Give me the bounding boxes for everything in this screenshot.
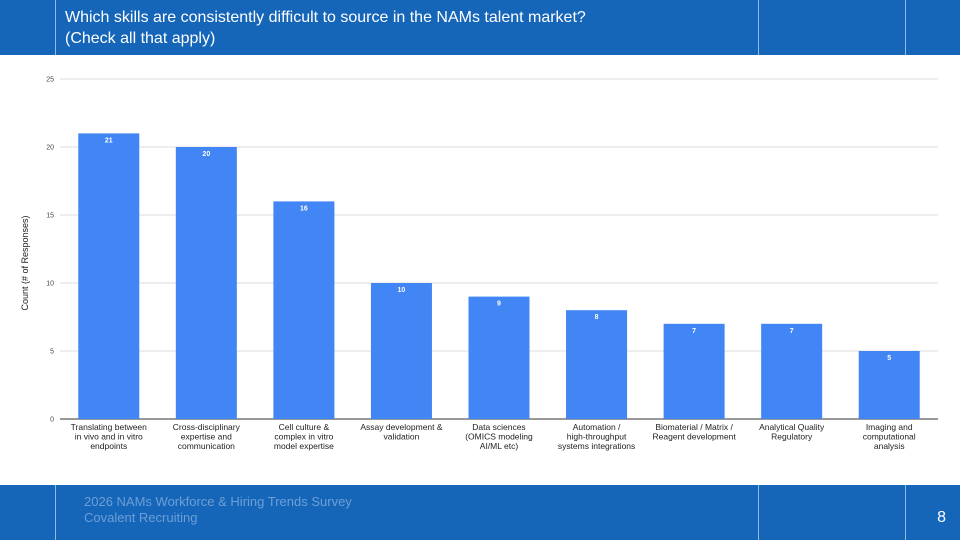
bar (468, 296, 530, 419)
data-label: 8 (595, 314, 599, 321)
x-tick-label: Analytical Quality Regulatory (759, 422, 825, 442)
data-labels: 21 20 16 10 9 8 7 7 5 (105, 137, 891, 362)
data-label: 5 (887, 355, 891, 362)
data-label: 7 (692, 328, 696, 335)
data-label: 20 (202, 151, 210, 158)
header-divider (55, 0, 56, 55)
x-tick-label: Imaging and computational analysis (863, 422, 916, 451)
y-tick-label: 20 (46, 145, 54, 152)
y-tick-label: 15 (46, 213, 54, 220)
bar (78, 133, 140, 419)
footer-text: 2026 NAMs Workforce & Hiring Trends Surv… (84, 494, 352, 526)
slide-title-line-1: Which skills are consistently difficult … (65, 9, 586, 26)
bar (858, 351, 920, 419)
slide-title-line-2: (Check all that apply) (65, 30, 216, 47)
survey-name: 2026 NAMs Workforce & Hiring Trends Surv… (84, 494, 352, 509)
data-label: 10 (398, 287, 406, 294)
data-label: 7 (790, 328, 794, 335)
x-tick-label: Cell culture & complex in vitro model expe… (274, 422, 334, 451)
y-tick-label: 0 (50, 417, 54, 424)
x-tick-label: Automation / high-throughput systems integ… (558, 422, 635, 451)
slide-title: Which skills are consistently difficult … (65, 7, 745, 49)
page-number: 8 (937, 509, 946, 526)
header-divider (758, 0, 759, 55)
header-divider (905, 0, 906, 55)
bar (370, 283, 432, 419)
x-tick-label: Translating between in vivo and in vitro e… (71, 422, 148, 451)
x-tick-labels: Translating between in vivo and in vitro e… (71, 422, 916, 451)
footer-divider (758, 485, 759, 540)
x-tick-label: Assay development & validation (360, 422, 443, 442)
y-tick-label: 10 (46, 281, 54, 288)
data-label: 9 (497, 301, 501, 308)
bar (566, 310, 628, 419)
bar (761, 323, 823, 419)
x-tick-label: Cross-disciplinary expertise and communica… (173, 422, 241, 451)
header-bar: Which skills are consistently difficult … (0, 0, 960, 55)
bar (273, 201, 335, 419)
y-tick-labels: 0 5 10 15 20 25 (46, 77, 54, 424)
footer-divider (905, 485, 906, 540)
y-tick-label: 25 (46, 77, 54, 84)
footer-divider (55, 485, 56, 540)
x-tick-label: Data sciences (OMICS modeling AI/ML etc) (465, 422, 533, 451)
data-label: 16 (300, 205, 308, 212)
bar (175, 147, 237, 419)
y-tick-label: 5 (50, 349, 54, 356)
bar (663, 323, 725, 419)
footer-bar: 2026 NAMs Workforce & Hiring Trends Surv… (0, 485, 960, 540)
y-axis-label: Count (# of Responses) (20, 215, 30, 310)
company-name: Covalent Recruiting (84, 510, 198, 525)
data-label: 21 (105, 137, 113, 144)
x-tick-label: Biomaterial / Matrix / Reagent developmen… (653, 422, 737, 442)
bar-chart: 0 5 10 15 20 25 21 20 16 10 9 8 7 7 5 Translating bet… (20, 77, 938, 451)
bars (78, 133, 920, 419)
